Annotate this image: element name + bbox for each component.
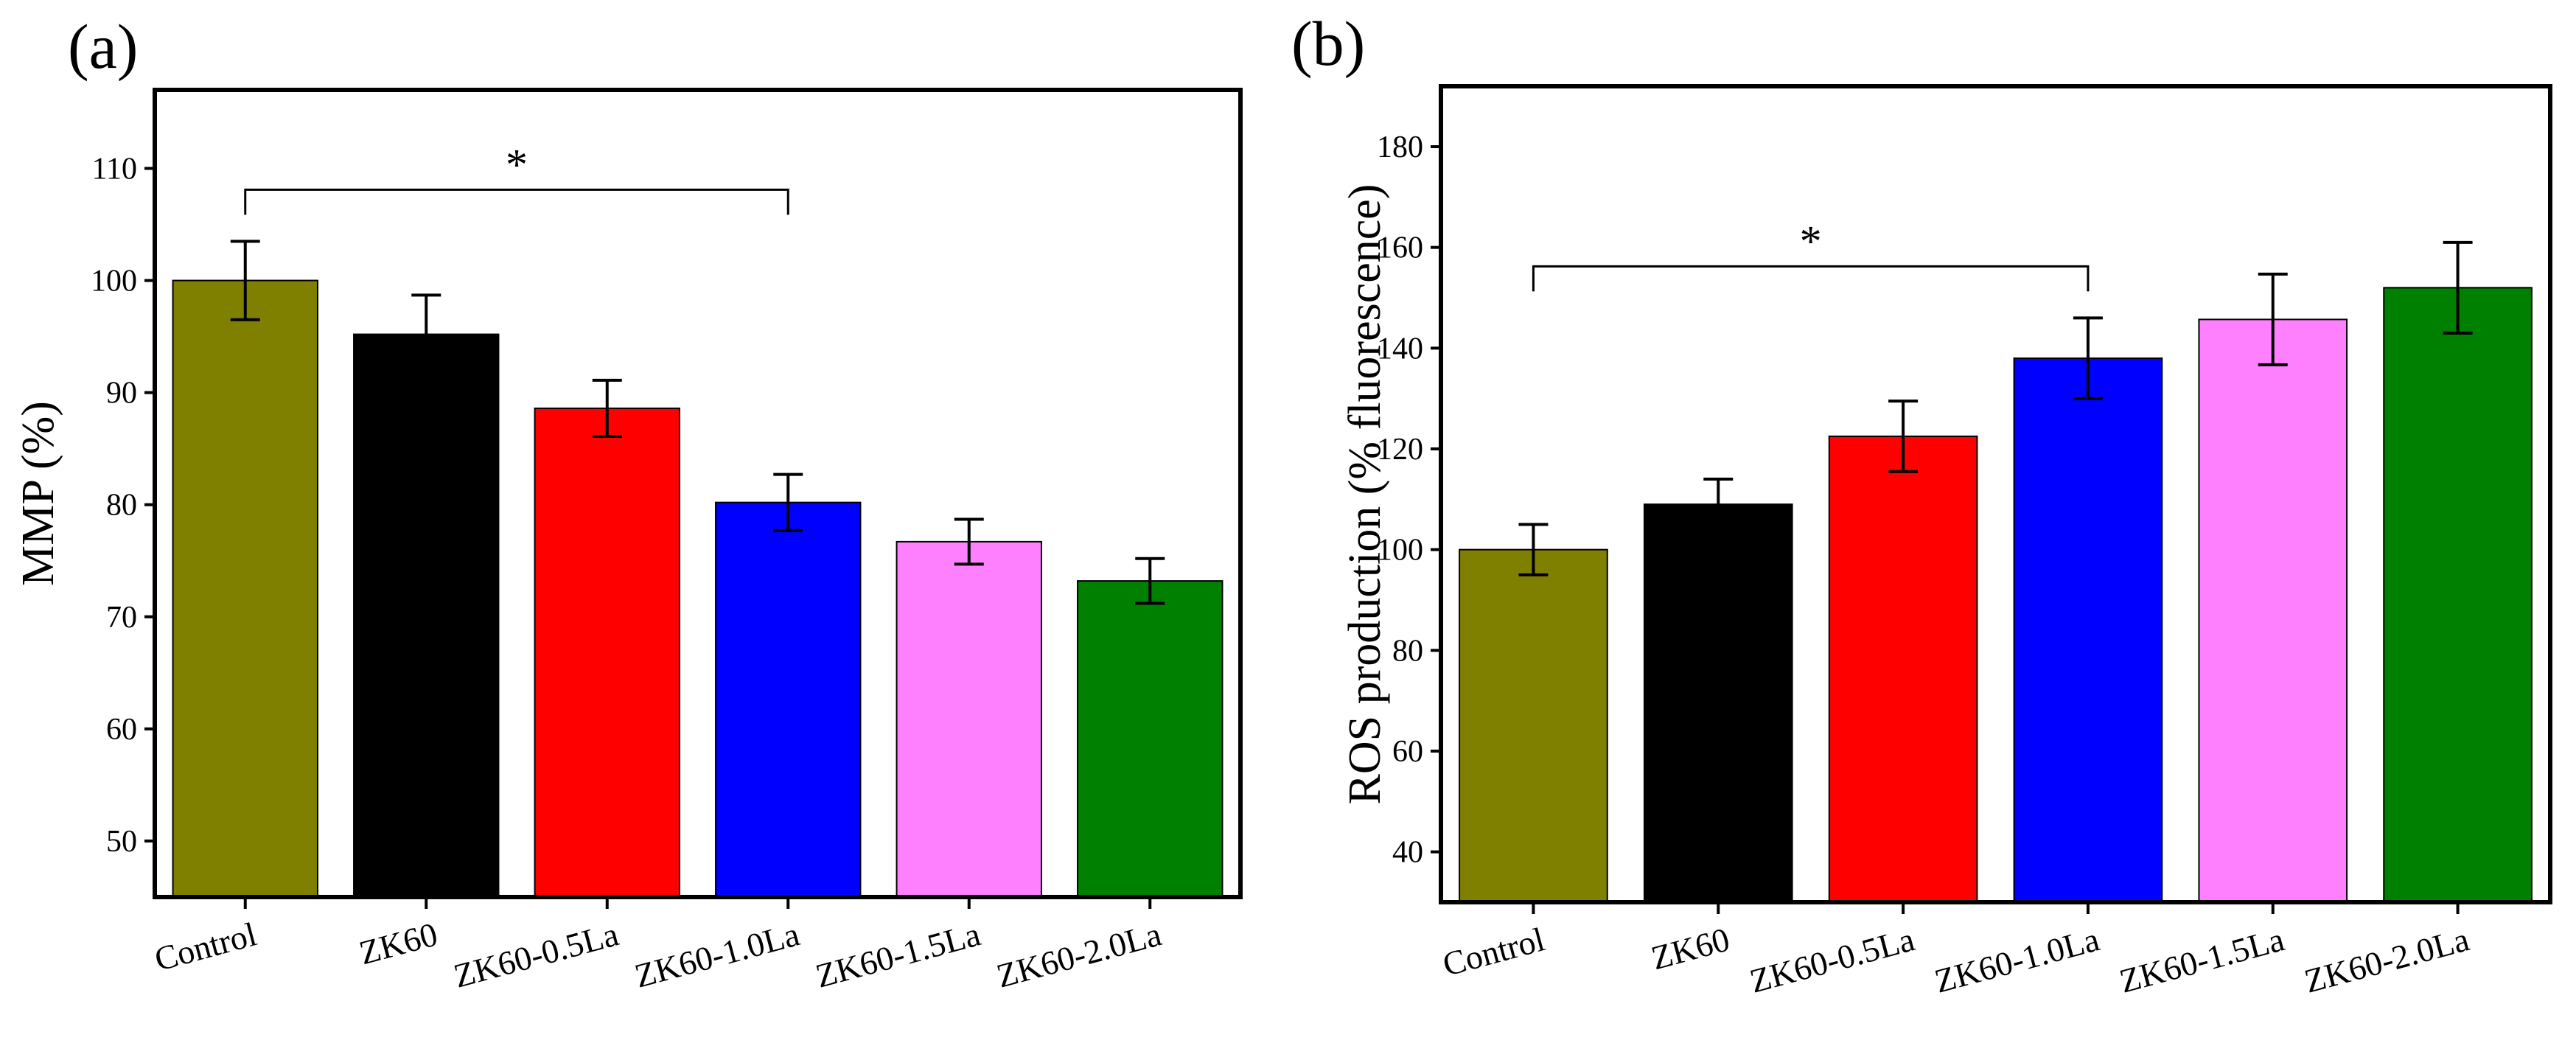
- chart-b-bar-4: [2198, 318, 2348, 903]
- chart-a-xtick-label-0: Control: [150, 915, 260, 978]
- chart-a-bar-4: [896, 540, 1042, 898]
- chart-b-bar-5: [2383, 287, 2533, 904]
- chart-b-significance-bracket: [1532, 265, 2090, 292]
- chart-b-plot-frame: [1439, 84, 2552, 904]
- chart-a-bar-1: [353, 333, 500, 898]
- chart-a-significance-label: *: [506, 140, 528, 189]
- chart-b-xtick-label-0: Control: [1439, 920, 1549, 983]
- chart-a-ytick-label-3: 80: [106, 489, 137, 523]
- chart-a-bar-2: [534, 407, 680, 898]
- chart-b-ytick-label-4: 120: [1377, 433, 1423, 467]
- chart-a-ytick-label-1: 60: [106, 713, 137, 747]
- chart-a-bar-5: [1077, 580, 1224, 898]
- chart-b-xtick-label-5: ZK60-2.0La: [2300, 920, 2473, 1000]
- chart-a-significance-bracket: [244, 188, 789, 215]
- chart-b-xtick-label-2: ZK60-0.5La: [1746, 920, 1919, 1000]
- chart-a-xtick-label-4: ZK60-1.5La: [811, 915, 984, 994]
- chart-b-y-axis-title: ROS production (% fluorescence): [1340, 184, 1390, 805]
- chart-b-xtick-label-3: ZK60-1.0La: [1930, 920, 2103, 1000]
- chart-b-bar-2: [1828, 435, 1978, 903]
- chart-a-ytick-label-2: 70: [106, 601, 137, 635]
- chart-a-ytick-label-6: 110: [92, 152, 137, 186]
- chart-b-ytick-label-6: 160: [1377, 231, 1423, 265]
- chart-b-ytick-label-3: 100: [1377, 534, 1423, 568]
- chart-a-y-axis-title: MMP (%): [13, 401, 63, 586]
- chart-b-ytick-label-2: 80: [1392, 634, 1423, 668]
- chart-a-panel-label: (a): [68, 11, 138, 82]
- chart-b-panel-label: (b): [1291, 8, 1365, 79]
- chart-a-xtick-label-5: ZK60-2.0La: [993, 915, 1165, 994]
- chart-b-ytick-label-0: 40: [1392, 836, 1423, 870]
- chart-a-xtick-label-1: ZK60: [355, 915, 441, 971]
- chart-a-bar-0: [172, 279, 318, 898]
- chart-a-ytick-label-5: 100: [91, 265, 137, 299]
- chart-b-bar-3: [2013, 357, 2163, 903]
- chart-b-ytick-label-5: 140: [1377, 332, 1423, 366]
- chart-a-ytick-label-0: 50: [106, 825, 137, 859]
- chart-b-significance-label: *: [1800, 217, 1822, 265]
- chart-a-plot-frame: [153, 88, 1243, 899]
- chart-b-ytick-label-1: 60: [1392, 735, 1423, 769]
- chart-a-xtick-label-2: ZK60-0.5La: [450, 915, 622, 994]
- chart-b-ytick-label-7: 180: [1377, 130, 1423, 164]
- chart-b-bar-0: [1459, 548, 1608, 904]
- chart-a-bar-3: [715, 501, 862, 898]
- chart-a-xtick-label-3: ZK60-1.0La: [631, 915, 803, 994]
- chart-a-ytick-label-4: 90: [106, 377, 137, 411]
- chart-b-bar-1: [1643, 503, 1793, 903]
- chart-b-xtick-label-1: ZK60: [1647, 920, 1734, 977]
- chart-b-xtick-label-4: ZK60-1.5La: [2115, 920, 2288, 1000]
- chart-b: (b) ROS production (% fluorescence)40 60 80…: [1291, 8, 2552, 1000]
